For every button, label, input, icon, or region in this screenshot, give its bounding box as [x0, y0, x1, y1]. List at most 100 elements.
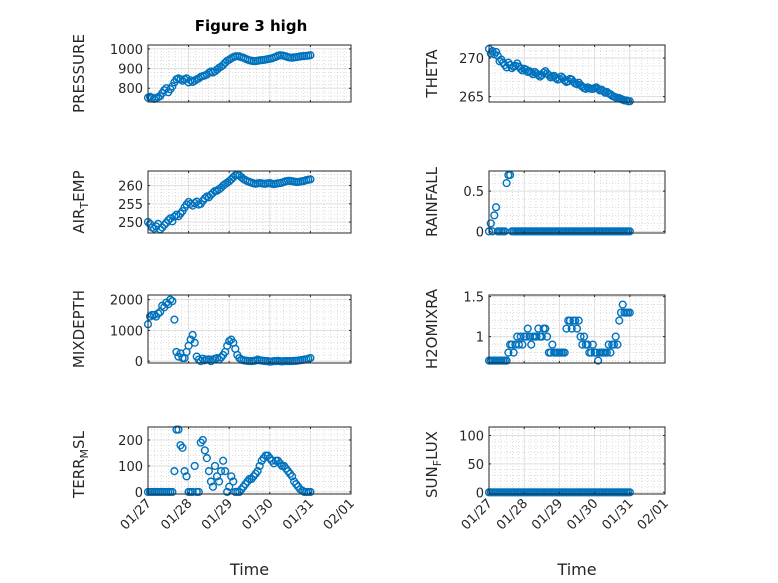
y-tick-label: 250 [118, 216, 143, 231]
data-point [223, 487, 232, 497]
y-tick-label: 2000 [110, 294, 143, 309]
data-point [190, 461, 199, 471]
data-point [514, 340, 524, 349]
subplot-h2omixra: 1 1.5 H2OMIXRA [423, 288, 666, 369]
axes-box [488, 170, 666, 234]
data-point [206, 477, 216, 486]
data-point [164, 216, 173, 225]
data-point [567, 324, 576, 333]
data-point [523, 324, 532, 333]
data-series [143, 170, 315, 234]
data-point [611, 332, 620, 341]
data-point [255, 461, 264, 471]
y-axis-label: SUNFLUX [423, 431, 444, 498]
data-series [143, 295, 315, 366]
data-point [182, 472, 191, 481]
data-point [565, 316, 575, 325]
data-point [615, 316, 624, 325]
y-tick-label: 0 [135, 486, 143, 501]
data-point [625, 488, 634, 497]
data-point [225, 482, 234, 491]
data-point [490, 211, 499, 220]
axes-box [147, 170, 352, 234]
data-point [208, 188, 218, 197]
data-point [625, 97, 634, 106]
data-point [516, 332, 525, 341]
data-point [145, 312, 155, 321]
data-point [212, 472, 222, 481]
data-point [200, 446, 209, 455]
data-point [168, 487, 177, 497]
data-point [198, 435, 207, 445]
data-series [484, 44, 634, 106]
y-tick-label: 100 [118, 460, 143, 475]
subplot-theta: 265 270 THETA [423, 44, 666, 106]
data-point [170, 467, 179, 476]
y-tick-label: 1 [476, 331, 484, 346]
data-point [170, 315, 179, 324]
data-point [178, 443, 187, 452]
x-axis-label: Time [229, 560, 269, 579]
y-axis-label: PRESSURE [70, 34, 88, 113]
y-tick-label: 900 [118, 63, 143, 78]
data-point [491, 47, 501, 57]
data-point [579, 332, 589, 341]
data-point [221, 467, 230, 476]
data-point [609, 340, 619, 349]
data-point [229, 477, 238, 486]
data-point [190, 338, 199, 347]
y-tick-label: 270 [459, 52, 484, 67]
data-series [484, 488, 634, 497]
data-point [288, 472, 297, 481]
y-tick-label: 1000 [110, 43, 143, 58]
data-point [613, 340, 622, 349]
y-tick-label: 0.5 [463, 185, 484, 200]
data-point [502, 356, 511, 365]
axes-box [147, 294, 352, 364]
data-series [484, 300, 634, 365]
y-tick-label: 0 [135, 355, 143, 370]
data-point [253, 467, 262, 476]
data-point [154, 309, 163, 318]
y-axis-label: AIRTEMP [70, 170, 91, 233]
data-point [625, 227, 634, 236]
x-axis-label: Time [556, 560, 596, 579]
data-point [188, 487, 197, 497]
data-point [306, 51, 315, 60]
figure-title: Figure 3 high [195, 17, 308, 35]
data-point [172, 347, 181, 357]
subplot-air-t-emp: 250 255 260 AIRTEMP [70, 170, 352, 234]
data-point [527, 68, 536, 77]
data-point [174, 425, 183, 434]
y-tick-label: 0 [476, 225, 484, 240]
y-axis-label: RAINFALL [423, 166, 441, 237]
data-series [143, 425, 315, 497]
data-point [506, 170, 515, 180]
data-point [306, 487, 315, 497]
y-tick-label: 1000 [110, 324, 143, 339]
data-point [576, 332, 585, 341]
data-point [578, 340, 587, 349]
y-tick-label: 260 [118, 180, 143, 195]
data-point [216, 467, 226, 476]
data-point [571, 316, 580, 325]
data-point [200, 194, 209, 203]
y-tick-label: 1.5 [463, 291, 484, 306]
data-point [194, 487, 203, 497]
data-point [604, 340, 613, 349]
data-point [528, 70, 538, 79]
y-tick-label: 0 [476, 486, 484, 501]
data-point [555, 74, 564, 83]
data-point [204, 467, 214, 476]
data-point [182, 74, 191, 83]
data-point [602, 348, 612, 357]
data-point [160, 220, 169, 230]
data-point [225, 337, 234, 346]
data-point [168, 82, 177, 91]
data-point [527, 340, 536, 349]
data-point [588, 340, 597, 349]
y-axis-label: TERRMSL [70, 430, 91, 499]
data-point [172, 210, 181, 219]
data-point [594, 356, 603, 365]
